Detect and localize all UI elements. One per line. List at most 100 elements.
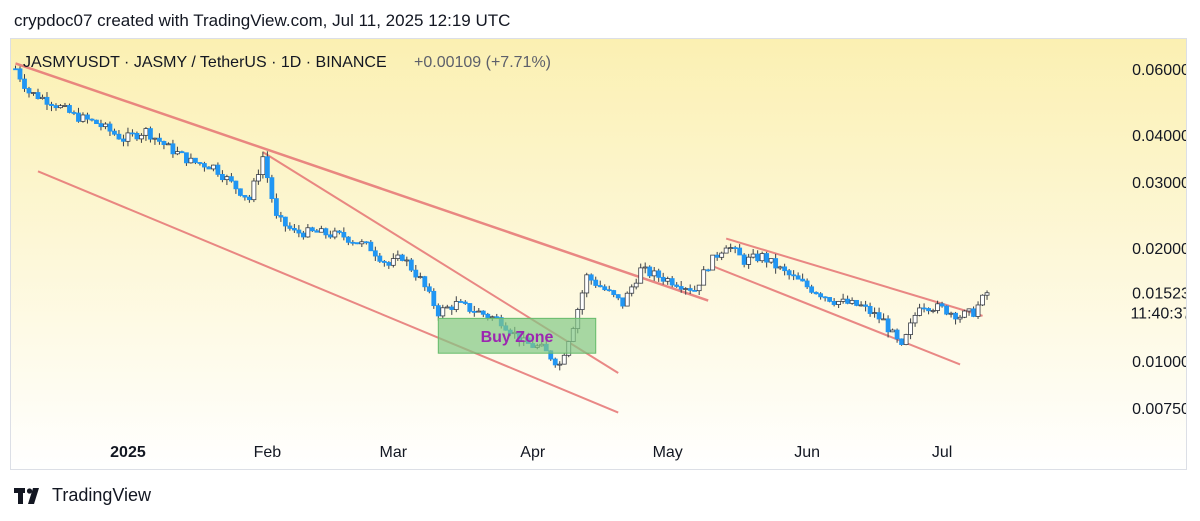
candle-down: [800, 278, 806, 282]
candle-up: [125, 132, 131, 142]
candle-up: [251, 180, 257, 201]
candle-up: [332, 230, 338, 238]
candle-down: [386, 262, 392, 266]
candle-down: [647, 266, 653, 277]
candle-down: [130, 132, 135, 135]
trendline: [15, 62, 709, 302]
candle-up: [872, 312, 877, 314]
candle-down: [791, 274, 797, 277]
candle-down: [611, 290, 617, 295]
candle-up: [629, 286, 635, 294]
candle-down: [381, 260, 387, 263]
candle-down: [813, 291, 819, 295]
candle-up: [638, 267, 644, 284]
candle-down: [435, 305, 441, 317]
candle-down: [246, 196, 252, 201]
candle-up: [723, 247, 729, 254]
y-tick-label: 0.02000: [1132, 241, 1187, 258]
candle-down: [615, 294, 621, 299]
candle-up: [318, 228, 324, 233]
trendline: [712, 265, 961, 366]
candle-down: [795, 275, 801, 280]
candle-down: [220, 174, 225, 181]
candle-up: [719, 252, 725, 258]
buy-zone-label: Buy Zone: [481, 329, 554, 346]
candle-down: [49, 103, 54, 106]
candle-down: [341, 232, 347, 238]
y-tick-label: 0.04000: [1132, 128, 1187, 145]
candle-down: [471, 311, 477, 313]
candle-down: [233, 180, 239, 190]
candle-down: [296, 229, 302, 234]
candle-down: [449, 306, 455, 310]
candle-down: [377, 255, 383, 262]
candle-down: [921, 307, 927, 310]
candle-up: [642, 266, 648, 269]
candle-down: [786, 270, 792, 276]
tradingview-brand: TradingView: [52, 485, 152, 505]
candle-down: [669, 278, 675, 286]
price-change: +0.00109 (+7.71%): [414, 54, 551, 71]
candle-up: [975, 304, 981, 317]
candle-down: [588, 274, 594, 281]
candle-down: [660, 276, 666, 282]
candle-down: [755, 253, 761, 262]
candle-up: [912, 314, 918, 324]
candle-down: [148, 128, 153, 140]
candle-up: [143, 128, 149, 136]
candle-down: [26, 88, 32, 94]
candle-down: [264, 156, 270, 179]
candle-down: [705, 269, 711, 272]
candle-up: [152, 137, 158, 140]
candle-down: [372, 250, 378, 257]
candle-down: [831, 300, 837, 305]
candle-down: [345, 236, 351, 243]
candle-down: [121, 138, 126, 142]
candle-down: [309, 227, 315, 232]
candle-up: [579, 292, 585, 310]
candle-up: [966, 308, 972, 312]
candle-down: [845, 298, 851, 304]
candle-down: [287, 225, 293, 229]
candle-down: [98, 123, 104, 128]
buy-zone-box: [437, 317, 597, 354]
candle-down: [107, 123, 113, 132]
candle-up: [80, 114, 86, 122]
candle-up: [489, 316, 495, 319]
candle-up: [759, 253, 765, 262]
candle-down: [678, 286, 684, 290]
candle-down: [67, 105, 72, 113]
tradingview-footer: TradingView: [14, 485, 151, 506]
x-tick-label: May: [653, 444, 683, 461]
candle-down: [467, 303, 473, 312]
chart-panel[interactable]: Buy Zone 0.06000 0.04000 0.03000 0.02000 0.0…: [10, 38, 1187, 470]
candle-up: [453, 301, 459, 310]
candle-up: [139, 134, 144, 140]
candle-down: [822, 296, 828, 299]
candle-down: [215, 164, 221, 175]
candle-up: [935, 303, 940, 311]
price-chart[interactable]: Buy Zone 0.060000.040000.030000.020000.0…: [11, 39, 1187, 470]
candle-down: [17, 68, 23, 80]
price-axis: 0.06000 0.04000 0.03000 0.02000 0.01000 0.007…: [1130, 62, 1187, 418]
candle-down: [827, 297, 833, 302]
candle-up: [31, 92, 36, 94]
candle-up: [840, 298, 846, 302]
candle-down: [89, 118, 95, 121]
candle-up: [665, 278, 671, 282]
candle-up: [701, 269, 707, 286]
candle-down: [606, 289, 612, 292]
candle-up: [166, 143, 171, 146]
candle-down: [291, 228, 297, 231]
candle-up: [561, 354, 567, 365]
candle-down: [944, 305, 949, 315]
candle-up: [359, 241, 365, 245]
candle-up: [890, 329, 895, 333]
candle-up: [444, 306, 450, 309]
candle-down: [161, 140, 167, 146]
candle-down: [94, 119, 99, 125]
candle-down: [327, 234, 333, 238]
candle-down: [741, 254, 747, 265]
candle-down: [876, 312, 882, 320]
candle-down: [773, 258, 779, 269]
